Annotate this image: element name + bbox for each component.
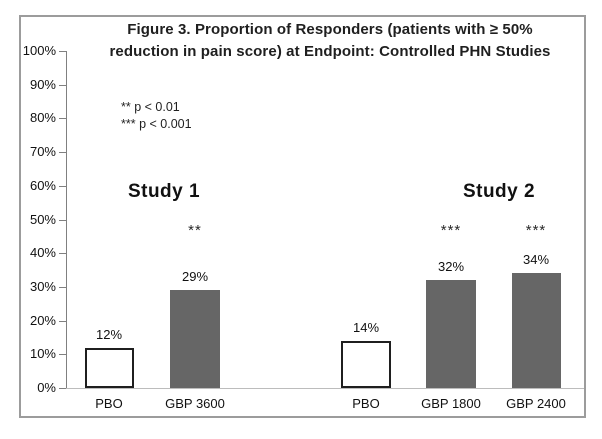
bar-gbp-1800 [426, 280, 476, 388]
y-axis-tick-label: 0% [37, 380, 56, 395]
y-axis-tick [59, 84, 66, 86]
bar-value-label: 29% [181, 269, 209, 285]
y-axis-tick-label: 30% [29, 278, 56, 294]
y-axis-tick-label: 80% [29, 110, 56, 126]
bar-value-label: 34% [522, 252, 550, 268]
y-axis-line [66, 51, 67, 388]
y-axis-tick [59, 152, 66, 154]
y-axis-tick [59, 118, 66, 120]
bar-pbo [341, 340, 391, 388]
y-axis-tick [59, 286, 66, 288]
y-axis-tick [59, 253, 66, 255]
bar-gbp-2400 [511, 273, 561, 388]
y-axis-tick-label: 40% [29, 245, 56, 261]
significance-note-2: *** p < 0.001 [121, 117, 192, 131]
bar-value-label: 12% [95, 326, 123, 342]
group-label-study-2: Study 2 [462, 181, 536, 202]
y-axis-tick-label: 60% [29, 177, 56, 193]
bar-gbp-3600 [170, 290, 220, 388]
y-axis-tick-label: 100% [22, 43, 56, 58]
y-axis-tick [59, 51, 66, 52]
significance-legend: ** p < 0.01 *** p < 0.001 [121, 99, 192, 133]
significance-marker: *** [440, 222, 462, 239]
x-axis-baseline [66, 388, 584, 389]
y-axis-tick [59, 185, 66, 187]
chart-title-line-1: Figure 3. Proportion of Responders (pati… [127, 21, 533, 38]
bar-pbo [84, 347, 134, 388]
y-axis-tick-label: 10% [29, 346, 56, 362]
significance-marker: ** [188, 222, 202, 239]
y-axis-tick [59, 219, 66, 221]
y-axis-tick [59, 388, 66, 389]
x-axis-category-label: PBO [95, 396, 123, 411]
y-axis-tick-label: 90% [29, 76, 56, 92]
y-axis-tick-label: 50% [29, 211, 56, 227]
significance-note-1: ** p < 0.01 [121, 100, 180, 114]
x-axis-category-label: GBP 2400 [506, 396, 566, 411]
x-axis-category-label: GBP 3600 [165, 396, 225, 411]
significance-marker: *** [525, 222, 547, 239]
y-axis-tick [59, 320, 66, 322]
bar-value-label: 32% [437, 259, 465, 275]
y-axis-tick-label: 70% [29, 144, 56, 160]
group-label-study-1: Study 1 [127, 181, 201, 202]
chart-title-line-2: reduction in pain score) at Endpoint: Co… [109, 43, 551, 60]
y-axis-tick-label: 20% [29, 312, 56, 328]
bar-value-label: 14% [352, 319, 380, 335]
chart-title: Figure 3. Proportion of Responders (pati… [80, 19, 580, 63]
x-axis-category-label: GBP 1800 [421, 396, 481, 411]
x-axis-category-label: PBO [352, 396, 380, 411]
y-axis-tick [59, 354, 66, 356]
